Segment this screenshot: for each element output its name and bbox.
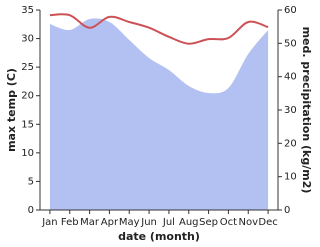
x-tick-label: Oct (220, 217, 237, 228)
x-tick-label: Aug (179, 217, 199, 228)
y-tick-label: 35 (21, 5, 34, 16)
x-tick-label: Sep (199, 217, 218, 228)
y-tick-label: 0 (28, 205, 34, 216)
x-tick-label: Dec (258, 217, 277, 228)
y-tick-label: 25 (21, 62, 34, 73)
y2-tick-label: 40 (284, 72, 297, 83)
y-axis-label: max temp (C) (5, 68, 18, 152)
x-tick-label: May (119, 217, 140, 228)
x-tick-label: Nov (238, 217, 258, 228)
temperature-line (49, 13, 269, 45)
y2-axis-label: med. precipitation (kg/m2) (300, 27, 313, 194)
y2-tick-label: 50 (284, 38, 297, 49)
precipitation-area (49, 18, 269, 211)
y-tick-label: 20 (21, 91, 34, 102)
x-tick-label: Feb (61, 217, 79, 228)
y2-tick-label: 30 (284, 105, 297, 116)
x-tick-label: Jun (140, 217, 157, 228)
y2-tick-label: 0 (284, 205, 290, 216)
y-tick-label: 15 (21, 119, 34, 130)
x-axis-label: date (month) (118, 230, 200, 243)
y2-tick-label: 60 (284, 5, 297, 16)
x-tick-label: Jan (41, 217, 57, 228)
y2-tick-label: 10 (284, 172, 297, 183)
y-tick-label: 10 (21, 148, 34, 159)
y2-tick-label: 20 (284, 138, 297, 149)
y-tick-label: 30 (21, 34, 34, 45)
x-tick-label: Apr (101, 217, 119, 228)
y-tick-label: 5 (28, 176, 34, 187)
x-tick-label: Mar (80, 217, 100, 228)
x-tick-label: Jul (162, 217, 175, 228)
